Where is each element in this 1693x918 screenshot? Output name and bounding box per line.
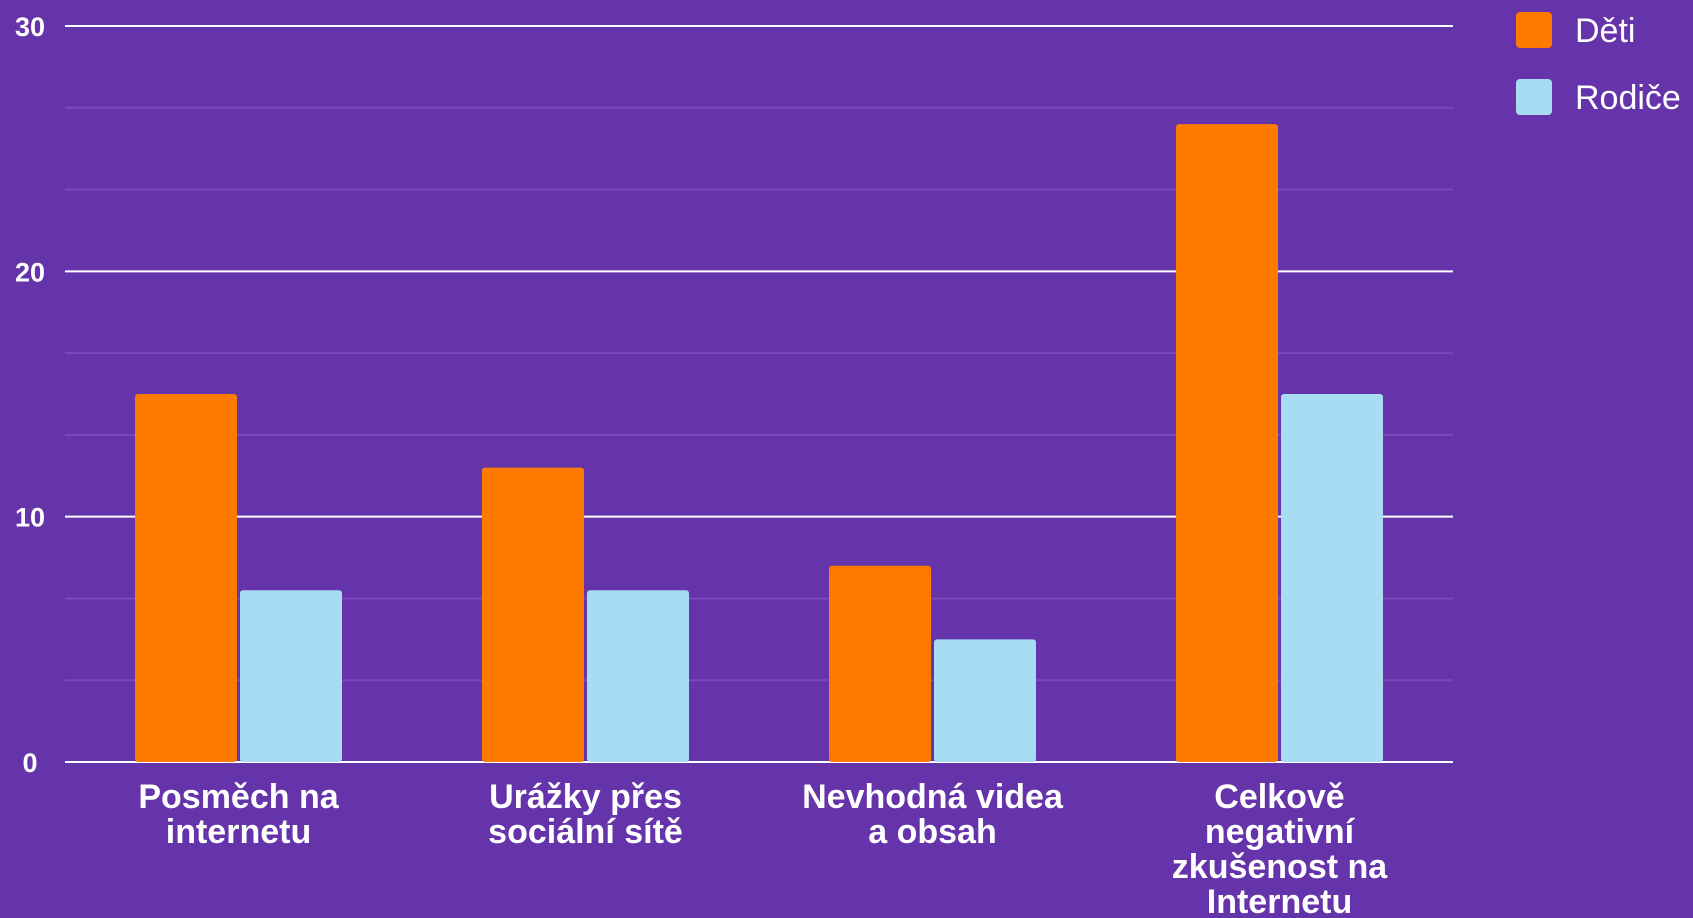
bar-series-1: [135, 394, 237, 762]
bar-series-2: [240, 590, 342, 762]
x-axis: Posměch na internetu Urážky přes sociální s…: [138, 778, 1388, 918]
legend-label: Rodiče: [1575, 79, 1681, 117]
x-category-label: Nevhodná videa a obsah: [802, 778, 1064, 851]
bars: [135, 124, 1383, 763]
x-category-label: Urážky přes sociální sítě: [488, 778, 683, 851]
x-category-label-line: Urážky přes: [489, 778, 682, 816]
y-tick-label: 0: [22, 748, 37, 778]
legend: Děti Rodiče: [1516, 12, 1681, 117]
y-axis: 0 10 20 30: [15, 12, 45, 778]
x-category-label: Celkově negativní zkušenost na Internetu: [1172, 778, 1388, 918]
x-category-label-line: Posměch na: [138, 778, 339, 816]
legend-swatch: [1516, 12, 1552, 48]
y-tick-label: 10: [15, 503, 45, 533]
x-category-label-line: Internetu: [1207, 883, 1352, 918]
x-category-label: Posměch na internetu: [138, 778, 339, 851]
x-category-label-line: a obsah: [868, 813, 996, 851]
x-category-label-line: negativní: [1205, 813, 1356, 851]
y-tick-label: 30: [15, 12, 45, 42]
bar-series-1: [482, 467, 584, 762]
legend-label: Děti: [1575, 12, 1635, 50]
bar-series-2: [934, 639, 1036, 762]
x-category-label-line: zkušenost na: [1172, 848, 1388, 886]
x-category-label-line: sociální sítě: [488, 813, 683, 851]
y-tick-label: 20: [15, 257, 45, 287]
bar-series-1: [1176, 124, 1278, 763]
x-category-label-line: Nevhodná videa: [802, 778, 1064, 816]
bar-series-2: [587, 590, 689, 762]
x-category-label-line: Celkově: [1214, 778, 1344, 816]
bar-series-2: [1281, 394, 1383, 762]
bar-series-1: [829, 565, 931, 762]
x-category-label-line: internetu: [166, 813, 311, 851]
legend-swatch: [1516, 79, 1552, 115]
